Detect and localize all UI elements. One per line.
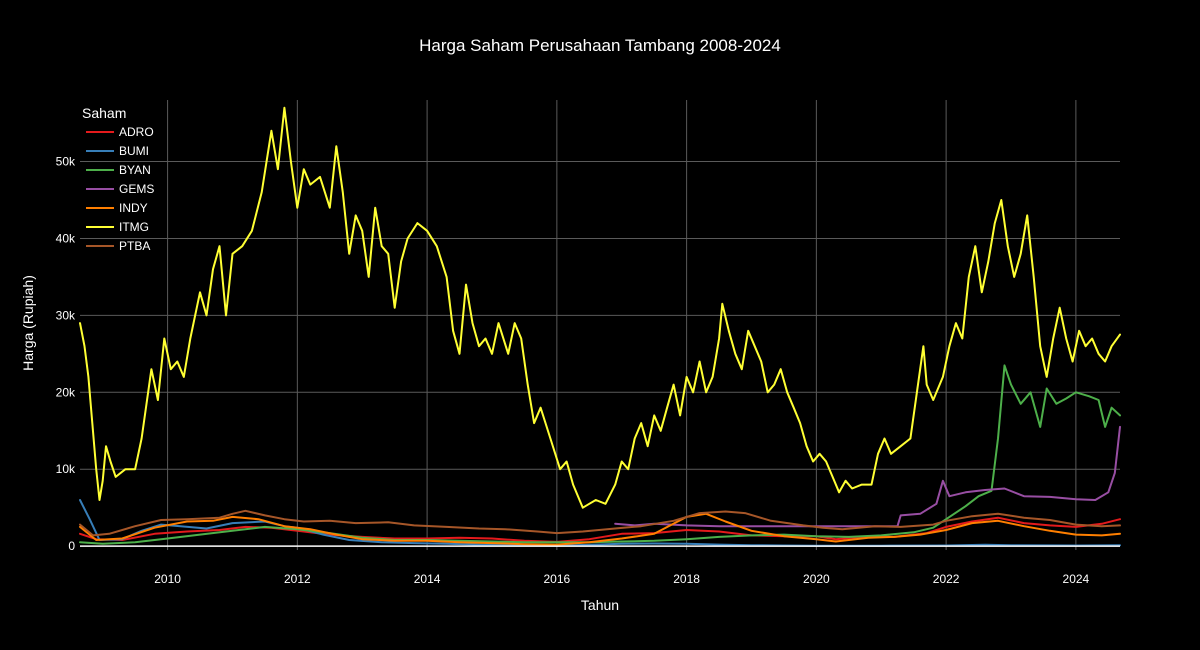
x-axis-title: Tahun xyxy=(581,597,619,613)
x-tick-label: 2012 xyxy=(284,572,311,586)
y-tick-label: 10k xyxy=(56,462,76,476)
series-line-adro xyxy=(79,516,1121,543)
x-tick-label: 2018 xyxy=(673,572,700,586)
series-line-itmg xyxy=(79,106,1121,509)
y-tick-label: 40k xyxy=(56,231,76,245)
y-tick-label: 0 xyxy=(68,539,75,553)
legend-label-itmg: ITMG xyxy=(119,220,149,234)
axes: 2010 2012 2014 2016 2018 2020 2022 2024 0 10k 20k 3… xyxy=(56,155,1120,586)
y-tick-label: 20k xyxy=(56,385,76,399)
legend-label-bumi: BUMI xyxy=(119,144,149,158)
chart-title: Harga Saham Perusahaan Tambang 2008-2024 xyxy=(419,36,781,55)
legend-title: Saham xyxy=(82,105,126,121)
x-tick-label: 2016 xyxy=(544,572,571,586)
x-tick-label: 2022 xyxy=(933,572,960,586)
legend-label-byan: BYAN xyxy=(119,163,151,177)
x-tick-label: 2024 xyxy=(1063,572,1090,586)
x-tick-label: 2010 xyxy=(154,572,181,586)
y-axis-title: Harga (Rupiah) xyxy=(20,275,36,371)
legend-label-gems: GEMS xyxy=(119,182,154,196)
legend-label-ptba: PTBA xyxy=(119,239,150,253)
x-tick-label: 2014 xyxy=(414,572,441,586)
series-line-indy xyxy=(79,512,1121,546)
legend-label-adro: ADRO xyxy=(119,125,154,139)
plot-area xyxy=(79,106,1121,547)
series-line-ptba xyxy=(79,509,1121,537)
legend-label-indy: INDY xyxy=(119,201,148,215)
x-tick-label: 2020 xyxy=(803,572,830,586)
y-tick-label: 50k xyxy=(56,155,76,169)
y-tick-label: 30k xyxy=(56,308,76,322)
gridlines xyxy=(80,100,1120,550)
series-line-gems xyxy=(614,425,1121,528)
legend: Saham ADRO BUMI BYAN GEMS INDY ITMG PTBA xyxy=(82,105,154,253)
